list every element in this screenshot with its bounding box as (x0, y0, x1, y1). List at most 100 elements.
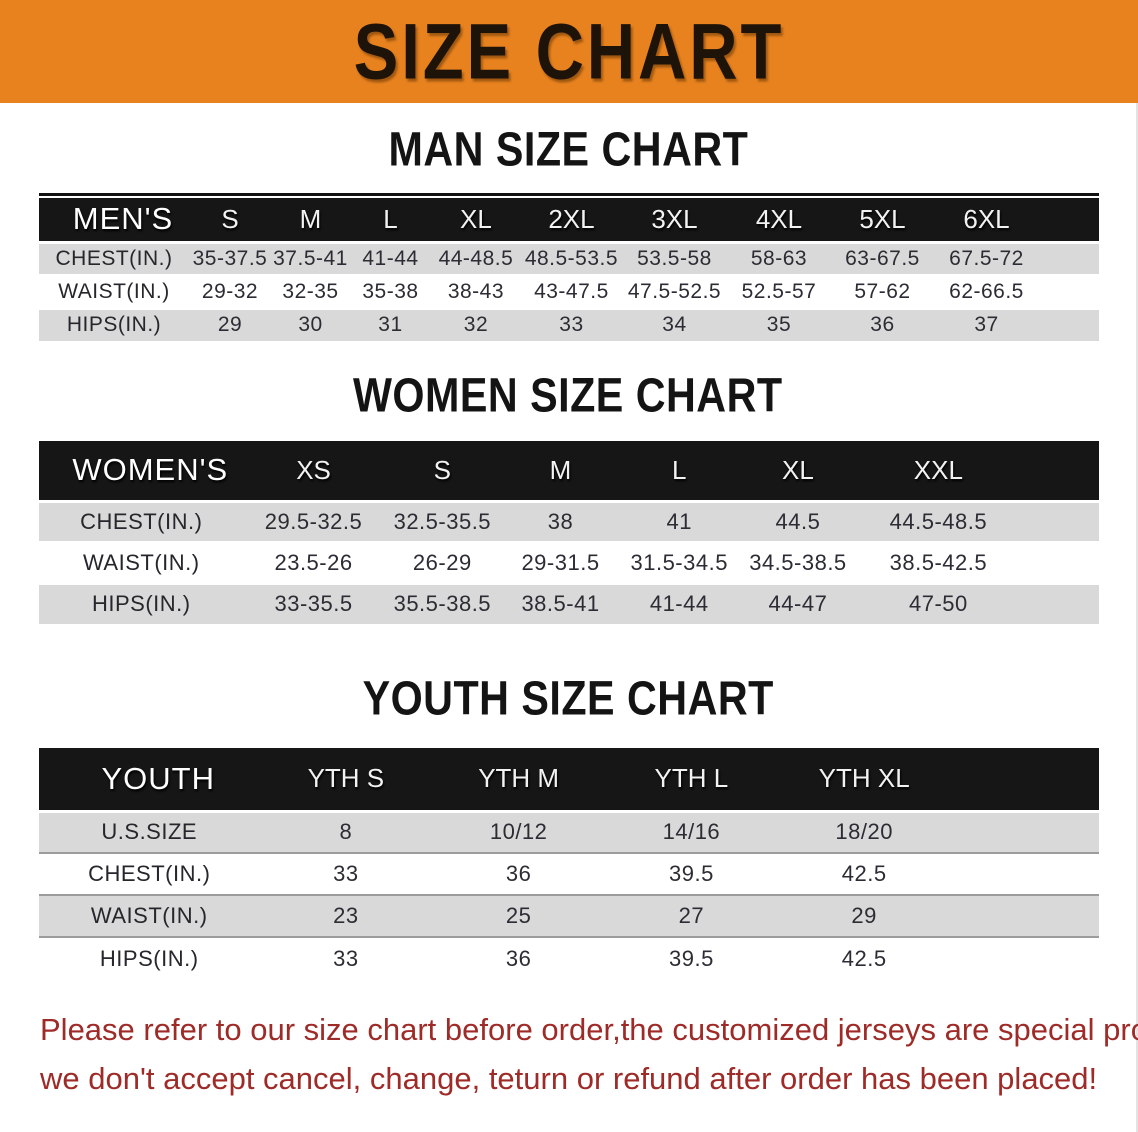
size-header-cell: XS (296, 454, 331, 485)
value-cell: 44-48.5 (430, 240, 521, 275)
value-cell: 32 (430, 306, 521, 341)
size-header-cell: YTH M (478, 763, 560, 794)
value-cell: 67.5-72 (934, 240, 1040, 275)
size-header-cell: L (383, 203, 398, 234)
spacer-cell (951, 748, 1099, 811)
size-header-cell: YTH S (307, 763, 385, 794)
row-label-cell: U.S.SIZE (39, 809, 260, 853)
value-cell: 30 (271, 306, 350, 341)
spacer-cell (1019, 540, 1099, 583)
women-hips-row: HIPS(IN.) 33-35.5 35.5-38.5 38.5-41 41-4… (39, 581, 1099, 624)
women-size-chart-heading: WOMEN SIZE CHART (353, 369, 783, 423)
size-header-cell: XXL (913, 454, 963, 485)
spacer-cell (950, 936, 1099, 979)
spacer-cell (1039, 198, 1099, 242)
value-cell: 31.5-34.5 (619, 540, 739, 583)
youth-size-chart-heading: YOUTH SIZE CHART (362, 672, 774, 726)
spacer-cell (1039, 306, 1099, 341)
footer-line-2: we don't accept cancel, change, teturn o… (40, 1061, 1098, 1096)
value-cell: 29.5-32.5 (243, 499, 384, 542)
value-cell: 42.5 (777, 936, 951, 979)
size-header-cell: M (299, 203, 322, 234)
value-cell: 39.5 (605, 936, 778, 979)
value-cell: 53.5-58 (621, 240, 727, 275)
spacer-cell (950, 809, 1099, 853)
value-cell: 10/12 (432, 809, 606, 853)
men-group-label: MEN'S (72, 201, 174, 237)
men-waist-row: WAIST(IN.) 29-32 32-35 35-38 38-43 43-47… (39, 273, 1099, 308)
value-cell: 29 (777, 894, 951, 937)
size-header-cell: XL (782, 454, 814, 485)
spacer-cell (1019, 499, 1099, 542)
value-cell: 34 (621, 306, 727, 341)
value-cell: 41-44 (619, 581, 739, 624)
size-header-cell: 6XL (963, 203, 1010, 234)
value-cell: 57-62 (830, 273, 934, 308)
men-size-table: MEN'S S M L XL 2XL 3XL 4XL 5XL 6XL CHEST… (39, 198, 1099, 341)
value-cell: 44.5-48.5 (857, 499, 1020, 542)
value-cell: 36 (830, 306, 934, 341)
page-title: SIZE CHART (353, 7, 785, 96)
value-cell: 47.5-52.5 (621, 273, 727, 308)
footer-line-1: Please refer to our size chart before or… (40, 1012, 1138, 1047)
size-header-cell: YTH L (654, 763, 729, 794)
men-chest-row: CHEST(IN.) 35-37.5 37.5-41 41-44 44-48.5… (39, 240, 1099, 275)
value-cell: 29-32 (188, 273, 272, 308)
man-size-chart-heading: MAN SIZE CHART (388, 123, 748, 177)
row-label-cell: CHEST(IN.) (39, 499, 244, 542)
value-cell: 8 (259, 809, 433, 853)
value-cell: 33 (520, 306, 622, 341)
value-cell: 41-44 (349, 240, 431, 275)
row-label-cell: WAIST(IN.) (39, 273, 189, 308)
value-cell: 38 (501, 499, 620, 542)
spacer-cell (1019, 581, 1099, 624)
value-cell: 35 (726, 306, 831, 341)
value-cell: 32-35 (271, 273, 350, 308)
value-cell: 23.5-26 (243, 540, 384, 583)
men-table-top-rule (39, 193, 1099, 196)
value-cell: 52.5-57 (726, 273, 831, 308)
youth-chest-row: CHEST(IN.) 33 36 39.5 42.5 (39, 852, 1099, 895)
value-cell: 34.5-38.5 (738, 540, 858, 583)
value-cell: 26-29 (383, 540, 502, 583)
value-cell: 44.5 (738, 499, 858, 542)
value-cell: 37 (934, 306, 1040, 341)
youth-group-label: YOUTH (101, 760, 215, 796)
value-cell: 33-35.5 (243, 581, 384, 624)
value-cell: 23 (259, 894, 433, 937)
value-cell: 39.5 (605, 852, 778, 895)
value-cell: 27 (605, 894, 778, 937)
women-group-label: WOMEN'S (72, 452, 229, 488)
size-header-cell: 4XL (755, 203, 803, 234)
women-header-row: WOMEN'S XS S M L XL XXL (39, 441, 1099, 501)
size-header-cell: S (221, 203, 239, 234)
value-cell: 35.5-38.5 (383, 581, 502, 624)
spacer-cell (1039, 273, 1099, 308)
value-cell: 48.5-53.5 (520, 240, 622, 275)
value-cell: 29-31.5 (501, 540, 620, 583)
value-cell: 41 (619, 499, 739, 542)
value-cell: 31 (349, 306, 431, 341)
size-header-cell: YTH XL (818, 763, 910, 794)
value-cell: 42.5 (777, 852, 951, 895)
spacer-cell (1019, 441, 1099, 501)
size-header-cell: 3XL (651, 203, 698, 234)
value-cell: 62-66.5 (934, 273, 1040, 308)
youth-header-row: YOUTH YTH S YTH M YTH L YTH XL (39, 748, 1099, 811)
size-header-cell: L (671, 454, 687, 485)
value-cell: 37.5-41 (271, 240, 350, 275)
row-label-cell: HIPS(IN.) (39, 581, 244, 624)
youth-waist-row: WAIST(IN.) 23 25 27 29 (39, 894, 1099, 937)
banner: SIZE CHART (0, 0, 1138, 103)
value-cell: 33 (259, 852, 433, 895)
row-label-cell: CHEST(IN.) (39, 240, 189, 275)
size-header-cell: S (433, 454, 451, 485)
value-cell: 38.5-41 (501, 581, 620, 624)
spacer-cell (950, 894, 1099, 937)
value-cell: 43-47.5 (520, 273, 622, 308)
women-chest-row: CHEST(IN.) 29.5-32.5 32.5-35.5 38 41 44.… (39, 499, 1099, 542)
value-cell: 35-37.5 (188, 240, 272, 275)
size-header-cell: M (549, 454, 572, 485)
women-size-table: WOMEN'S XS S M L XL XXL CHEST(IN.) 29.5-… (39, 441, 1099, 624)
size-header-cell: XL (460, 203, 492, 234)
